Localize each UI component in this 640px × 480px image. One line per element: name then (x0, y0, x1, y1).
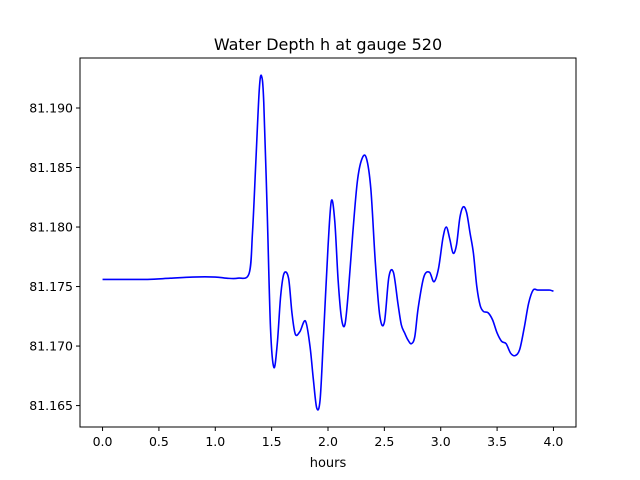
x-tick-label: 3.5 (487, 434, 507, 449)
y-axis-ticks: 81.165 81.170 81.175 81.180 81.185 81.190 (29, 100, 80, 413)
chart-title: Water Depth h at gauge 520 (214, 35, 442, 54)
x-tick-label: 1.0 (205, 434, 225, 449)
y-tick-label: 81.175 (29, 279, 73, 294)
x-tick-label: 2.0 (318, 434, 338, 449)
x-axis-ticks: 0.0 0.5 1.0 1.5 2.0 2.5 3.0 3.5 4.0 (93, 427, 564, 449)
y-tick-label: 81.170 (29, 339, 73, 354)
y-tick-label: 81.180 (29, 220, 73, 235)
x-tick-label: 4.0 (544, 434, 564, 449)
x-tick-label: 2.5 (374, 434, 394, 449)
series-line-0 (102, 74, 554, 411)
x-tick-label: 0.5 (149, 434, 169, 449)
y-tick-label: 81.190 (29, 100, 73, 115)
plot-area (102, 74, 554, 411)
x-tick-label: 3.0 (431, 434, 451, 449)
x-tick-label: 1.5 (262, 434, 282, 449)
y-tick-label: 81.165 (29, 398, 73, 413)
x-tick-label: 0.0 (93, 434, 113, 449)
y-tick-label: 81.185 (29, 160, 73, 175)
x-axis-label: hours (310, 456, 347, 471)
